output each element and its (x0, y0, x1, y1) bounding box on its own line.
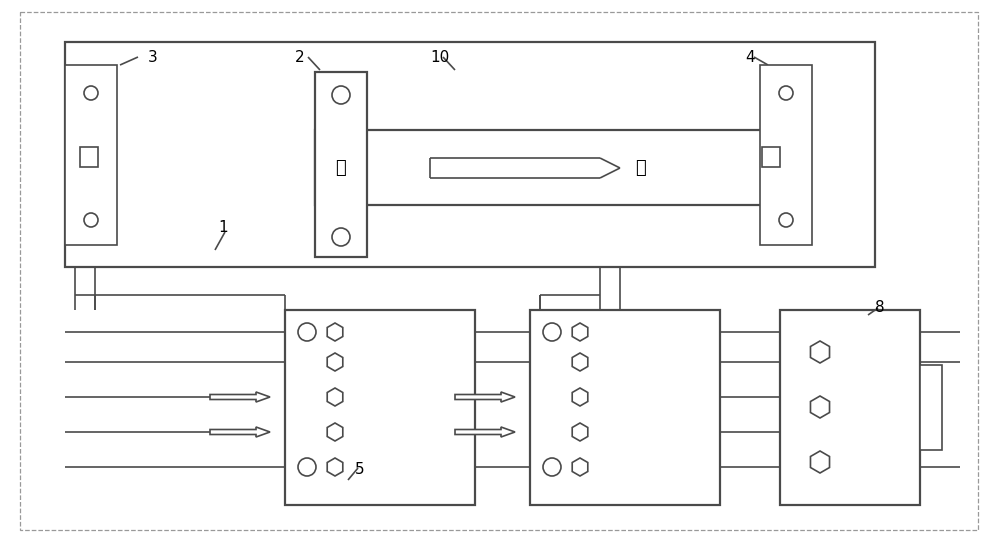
Bar (780, 310, 920, 505)
Polygon shape (455, 427, 515, 437)
Circle shape (298, 323, 316, 341)
Polygon shape (327, 388, 343, 406)
Polygon shape (327, 353, 343, 371)
Circle shape (332, 228, 350, 246)
Bar (65, 65, 117, 245)
Text: 3: 3 (148, 50, 158, 65)
Bar (80, 147, 98, 167)
Circle shape (84, 213, 98, 227)
Text: 8: 8 (875, 300, 885, 315)
Polygon shape (210, 392, 270, 402)
Circle shape (779, 213, 793, 227)
Circle shape (779, 86, 793, 100)
Circle shape (298, 458, 316, 476)
Bar (285, 310, 475, 505)
Polygon shape (572, 353, 588, 371)
Polygon shape (572, 388, 588, 406)
Bar (65, 42, 875, 267)
Bar (920, 365, 942, 450)
Polygon shape (455, 392, 515, 402)
Polygon shape (810, 451, 830, 473)
Bar (530, 310, 720, 505)
Circle shape (543, 323, 561, 341)
Text: 4: 4 (745, 50, 755, 65)
Text: 10: 10 (430, 50, 449, 65)
Text: 前: 前 (335, 159, 345, 177)
Text: 5: 5 (355, 462, 365, 477)
Polygon shape (327, 323, 343, 341)
Bar (315, 72, 367, 257)
Polygon shape (327, 458, 343, 476)
Polygon shape (572, 423, 588, 441)
Polygon shape (327, 423, 343, 441)
Text: 后: 后 (635, 159, 645, 177)
Polygon shape (810, 396, 830, 418)
Polygon shape (572, 323, 588, 341)
Polygon shape (210, 427, 270, 437)
Bar (760, 65, 812, 245)
Text: 1: 1 (218, 220, 228, 235)
Circle shape (543, 458, 561, 476)
Bar (315, 130, 765, 205)
Text: 2: 2 (295, 50, 305, 65)
Circle shape (332, 86, 350, 104)
Polygon shape (810, 341, 830, 363)
Circle shape (84, 86, 98, 100)
Polygon shape (572, 458, 588, 476)
Bar (762, 147, 780, 167)
